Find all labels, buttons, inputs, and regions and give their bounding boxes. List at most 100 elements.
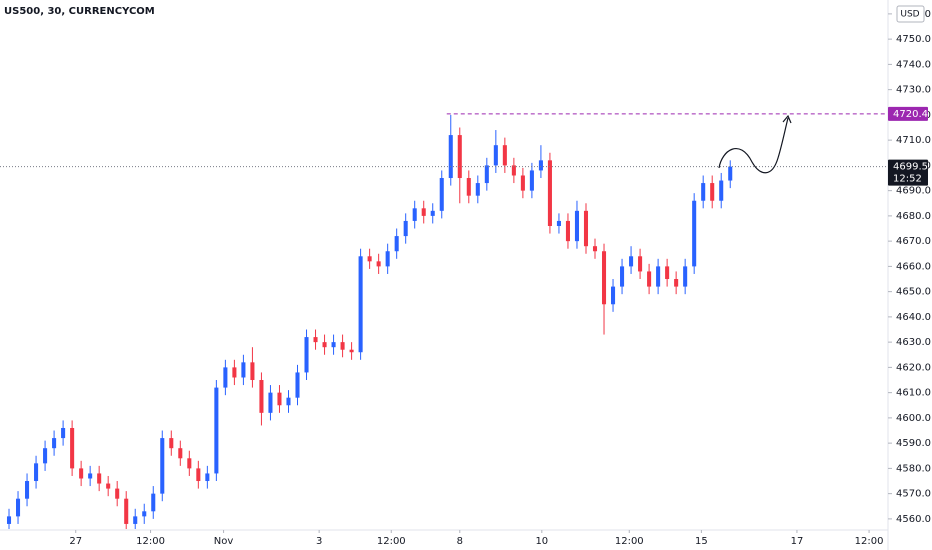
candle-body [412, 208, 417, 221]
x-tick-label: 10 [535, 536, 548, 547]
axis-group: 4560.0 4570.0 4580.0 4590.0 4600.0 4610.0 4620… [69, 9, 931, 547]
candle-body [466, 178, 471, 196]
y-tick-label: 4730.0 [896, 85, 931, 96]
candle-body [565, 220, 570, 242]
y-tick-label: 4650.0 [896, 287, 931, 298]
candle-body [475, 183, 480, 196]
candle-body [70, 427, 75, 469]
candle-body [611, 286, 616, 305]
candle-body [340, 342, 345, 350]
last-price-tag [888, 159, 928, 186]
y-tick-label: 4690.0 [896, 186, 931, 197]
candle-body [403, 220, 408, 237]
candle-body [647, 271, 652, 287]
candle-body [268, 392, 273, 413]
candle-body [367, 256, 372, 262]
y-tick-label: 4590.0 [896, 438, 931, 449]
x-tick-label: Nov [214, 536, 234, 547]
y-tick-label: 4630.0 [896, 337, 931, 348]
candle-body [601, 251, 607, 305]
y-tick-label: 4660.0 [896, 261, 931, 272]
candle-body [88, 473, 93, 479]
candle-body [25, 481, 30, 499]
y-tick-label: 4570.0 [896, 489, 931, 500]
candle-body [187, 458, 192, 469]
candle-body [178, 448, 183, 459]
x-tick-label: 17 [791, 536, 804, 547]
x-tick-label: 12:00 [377, 536, 406, 547]
x-tick-label: 27 [69, 536, 82, 547]
candle-body [349, 349, 354, 353]
candle-body [493, 145, 498, 166]
level-tag [888, 106, 928, 121]
candle-body [719, 180, 724, 201]
y-tick-label: 4710.0 [896, 135, 931, 146]
candle-body [538, 160, 543, 171]
y-tick-label: 4560.0 [896, 514, 931, 525]
candle-body [710, 183, 715, 201]
y-tick-label: 4600.0 [896, 413, 931, 424]
candle-body [223, 367, 228, 388]
candle-body [358, 256, 363, 353]
candle-body [169, 438, 174, 449]
candle-body [205, 473, 210, 482]
x-tick-label: 12:00 [615, 536, 644, 547]
y-tick-label: 4640.0 [896, 312, 931, 323]
candle-body [241, 362, 246, 378]
currency-label: USD [900, 10, 919, 20]
candle-body [232, 367, 237, 378]
candle-body [701, 183, 706, 201]
candle-body [457, 135, 462, 179]
candle-body [160, 438, 165, 494]
y-tick-label: 4580.0 [896, 463, 931, 474]
candle-body [106, 483, 111, 489]
candle-body [592, 246, 598, 252]
y-tick-label: 4670.0 [896, 236, 931, 247]
candle-body [115, 488, 120, 499]
candle-body [629, 256, 634, 267]
candle-body [511, 165, 516, 176]
candle-body [665, 266, 670, 280]
candle-body [683, 266, 688, 287]
candle-body [656, 266, 661, 287]
candle-body [322, 342, 327, 348]
candle-body [502, 145, 507, 166]
candle-body [376, 261, 381, 267]
candle-body [79, 468, 84, 479]
y-tick-label: 4610.0 [896, 388, 931, 399]
candle-body [304, 337, 309, 373]
candle-body [259, 380, 264, 413]
candle-body [556, 220, 561, 226]
candle-body [520, 175, 525, 191]
level-tag-label: 4720.4 [893, 109, 928, 120]
x-tick-label: 3 [316, 536, 322, 547]
y-tick-label: 4620.0 [896, 362, 931, 373]
candle-body [43, 448, 48, 464]
candle-body [583, 210, 589, 247]
candle-body [277, 392, 282, 406]
candle-body [529, 170, 534, 191]
price-axis-bg [888, 0, 932, 550]
candle-body [133, 516, 138, 524]
candle-body [547, 160, 552, 226]
candle-body [448, 135, 453, 179]
candle-body [97, 473, 102, 484]
candle-body [52, 438, 57, 449]
candle-body [250, 362, 255, 381]
candle-body [421, 208, 426, 216]
candle-body [430, 210, 435, 216]
y-tick-label: 4740.0 [896, 59, 931, 70]
candle-body [151, 493, 156, 512]
candle-body [674, 279, 679, 287]
countdown-label: 12:52 [893, 174, 922, 185]
candle-body [196, 468, 201, 482]
plot-area [0, 113, 888, 529]
currency-badge[interactable] [896, 5, 925, 23]
candle-body [385, 251, 390, 267]
x-tick-label: 15 [695, 536, 708, 547]
candle-body [331, 342, 336, 348]
candle-body [6, 516, 12, 524]
candle-body [574, 210, 580, 242]
